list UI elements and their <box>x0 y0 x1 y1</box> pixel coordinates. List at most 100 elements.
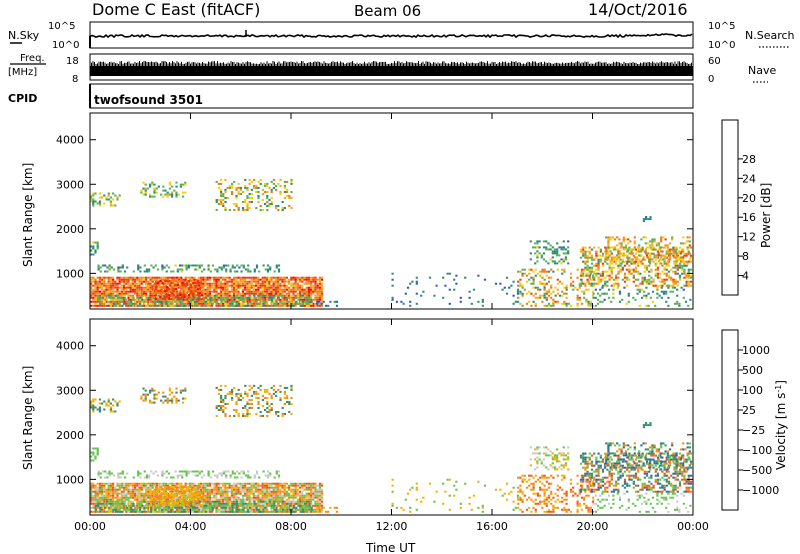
power-cell <box>590 268 594 271</box>
power-cell <box>288 288 291 291</box>
power-cell <box>415 292 418 295</box>
power-cell <box>305 290 308 293</box>
power-cell <box>182 298 185 301</box>
power-cell <box>160 288 163 291</box>
power-cell <box>262 300 265 303</box>
power-cell <box>631 252 634 255</box>
power-cell <box>674 266 677 269</box>
power-cell <box>194 282 197 285</box>
velocity-cell <box>164 510 167 513</box>
power-cell <box>127 282 130 285</box>
velocity-cell <box>279 492 282 495</box>
power-cell <box>172 290 175 293</box>
velocity-cell <box>96 492 99 495</box>
power-cell <box>178 300 181 303</box>
power-cell <box>618 260 621 263</box>
velocity-cell <box>272 506 275 509</box>
velocity-cell <box>92 502 95 505</box>
power-cell <box>222 288 225 291</box>
velocity-cell <box>109 506 112 509</box>
power-cell <box>595 268 598 271</box>
power-cell <box>268 288 271 291</box>
power-cell <box>268 199 271 201</box>
power-cell <box>103 292 106 295</box>
power-cell <box>674 282 677 285</box>
power-cell <box>216 294 219 297</box>
velocity-cell <box>283 484 286 487</box>
power-cell <box>292 292 295 295</box>
power-cell <box>231 191 234 193</box>
power-cell <box>147 294 150 297</box>
power-cell <box>236 264 239 267</box>
velocity-cell <box>283 490 286 493</box>
velocity-cell <box>127 506 130 509</box>
power-cell <box>286 180 289 183</box>
power-cell <box>184 304 187 307</box>
power-cell <box>290 294 293 297</box>
power-cell <box>684 242 687 245</box>
power-cell <box>675 252 678 255</box>
power-cell <box>539 282 542 285</box>
power-cell <box>595 254 598 257</box>
velocity-cell <box>149 486 152 489</box>
power-cell <box>175 282 178 285</box>
power-cell <box>618 250 621 253</box>
power-cell <box>266 294 269 297</box>
power-cell <box>621 298 624 301</box>
velocity-cell <box>186 482 189 485</box>
power-cell <box>168 282 171 285</box>
power-cell <box>246 195 249 197</box>
colorbar-tick-label: 24 <box>742 172 756 185</box>
velocity-cell <box>244 484 247 487</box>
power-cell <box>147 288 150 291</box>
velocity-cell <box>277 510 280 513</box>
velocity-cell <box>94 484 97 487</box>
power-cell <box>179 294 182 297</box>
velocity-cell <box>270 500 273 503</box>
power-cell <box>262 304 265 307</box>
velocity-cell <box>101 498 104 501</box>
power-cell <box>90 290 93 293</box>
power-cell <box>543 278 546 281</box>
velocity-cell <box>279 482 282 485</box>
power-cell <box>235 292 238 295</box>
power-cell <box>615 282 618 285</box>
power-cell <box>539 288 542 291</box>
power-cell <box>131 294 134 297</box>
power-cell <box>222 286 225 289</box>
power-cell <box>215 286 218 289</box>
power-cell <box>550 284 553 287</box>
power-cell <box>175 300 178 303</box>
power-cell <box>233 276 236 279</box>
power-cell <box>689 268 693 271</box>
power-cell <box>595 250 598 253</box>
power-cell <box>683 260 686 263</box>
power-cell <box>560 246 563 249</box>
power-cell <box>147 302 150 305</box>
power-cell <box>678 304 681 307</box>
power-cell <box>220 268 223 271</box>
power-cell <box>103 296 106 299</box>
power-cell <box>116 276 119 279</box>
power-cell <box>181 286 184 289</box>
power-cell <box>610 276 613 279</box>
power-cell <box>305 288 308 291</box>
power-cell <box>293 300 296 303</box>
velocity-cell <box>173 498 176 501</box>
power-cell <box>273 296 276 299</box>
power-cell <box>316 282 319 285</box>
power-cell <box>215 180 218 183</box>
power-cell <box>112 204 115 207</box>
velocity-cell <box>274 484 277 487</box>
power-cell <box>574 286 577 289</box>
power-cell <box>672 282 675 285</box>
power-cell <box>674 280 677 283</box>
velocity-cell <box>147 494 150 497</box>
velocity-cell <box>228 504 231 507</box>
power-cell <box>188 280 191 282</box>
power-cell <box>310 304 313 307</box>
power-cell <box>151 183 154 186</box>
power-cell <box>584 268 587 271</box>
velocity-cell <box>138 498 141 501</box>
power-cell <box>172 282 175 285</box>
